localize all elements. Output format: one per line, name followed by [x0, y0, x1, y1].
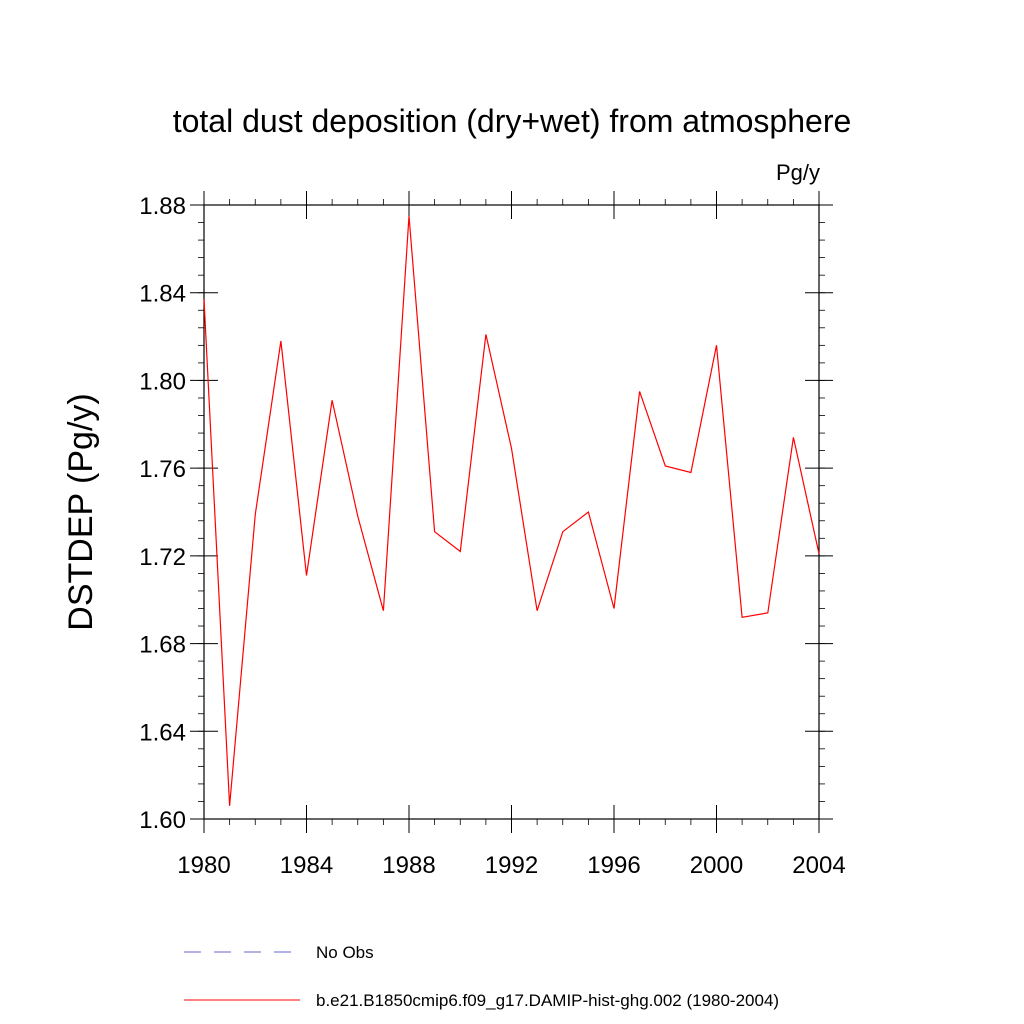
y-tick-label: 1.88 — [139, 193, 186, 220]
legend: No Obs b.e21.B1850cmip6.f09_g17.DAMIP-his… — [184, 943, 779, 1010]
x-tick-label: 2000 — [690, 852, 743, 879]
y-major-ticks: 1.60 1.64 1.68 1.72 1.76 1.80 1.84 1.88 — [139, 193, 833, 834]
y-tick-label: 1.72 — [139, 544, 186, 571]
y-axis-title: DSTDEP (Pg/y) — [62, 393, 100, 630]
series-line — [203, 215, 820, 806]
x-tick-label: 1980 — [177, 852, 230, 879]
units-label: Pg/y — [776, 160, 820, 185]
y-tick-label: 1.64 — [139, 719, 186, 746]
y-tick-label: 1.76 — [139, 456, 186, 483]
y-tick-label: 1.60 — [139, 807, 186, 834]
legend-label: No Obs — [316, 943, 374, 962]
x-tick-label: 1992 — [485, 852, 538, 879]
y-tick-label: 1.80 — [139, 368, 186, 395]
x-major-ticks: 1980 1984 1988 1992 1996 2000 2004 — [177, 191, 846, 879]
x-minor-ticks — [203, 199, 820, 825]
x-tick-label: 1988 — [382, 852, 435, 879]
y-tick-label: 1.68 — [139, 632, 186, 659]
legend-label: b.e21.B1850cmip6.f09_g17.DAMIP-hist-ghg.… — [316, 991, 779, 1010]
y-tick-label: 1.84 — [139, 281, 186, 308]
chart-title: total dust deposition (dry+wet) from atm… — [173, 103, 852, 139]
y-minor-ticks — [198, 204, 825, 820]
x-tick-label: 1984 — [280, 852, 333, 879]
series-group — [203, 215, 820, 806]
x-tick-label: 1996 — [587, 852, 640, 879]
plot-frame — [203, 204, 820, 820]
x-tick-label: 2004 — [792, 852, 845, 879]
